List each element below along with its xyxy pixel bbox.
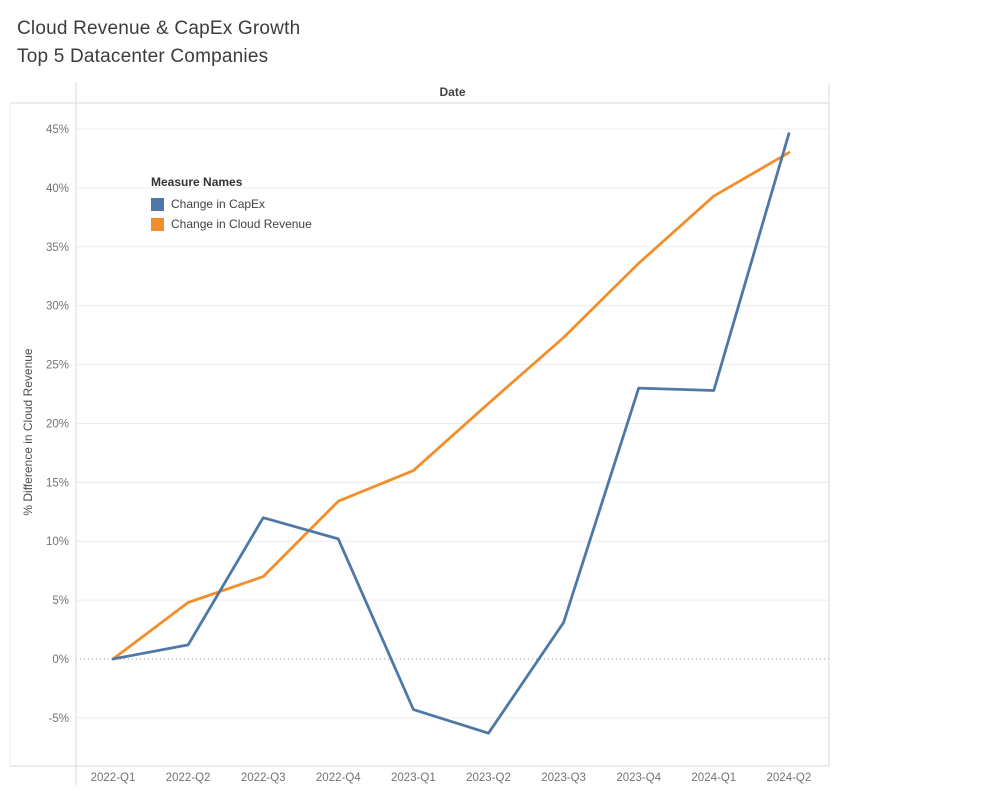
legend-swatch-change-in-capex	[151, 197, 164, 211]
x-tick-label: 2022-Q2	[166, 772, 211, 784]
x-tick-label: 2023-Q1	[391, 772, 436, 784]
series-line-change-in-capex[interactable]	[111, 132, 791, 735]
legend-title: Measure Names	[151, 175, 243, 189]
y-tick-label: 15%	[46, 477, 69, 489]
x-tick-label: 2023-Q2	[466, 772, 511, 784]
y-tick-label: 10%	[46, 536, 69, 548]
y-tick-label: 5%	[52, 595, 69, 607]
y-tick-label: 0%	[52, 654, 69, 666]
legend-item[interactable]: Change in CapEx	[151, 194, 312, 214]
column-header-date: Date	[439, 85, 466, 99]
x-tick-label: 2022-Q1	[91, 772, 136, 784]
chart-title: Cloud Revenue & CapEx Growth	[17, 18, 301, 39]
x-tick-label: 2024-Q1	[691, 772, 736, 784]
legend: Measure Names Change in CapEx Change in C…	[151, 175, 312, 234]
legend-item[interactable]: Change in Cloud Revenue	[151, 214, 312, 234]
legend-label: Change in CapEx	[171, 197, 266, 211]
y-tick-label: 40%	[46, 183, 69, 195]
y-axis-title: % Difference in Cloud Revenue	[21, 348, 35, 516]
x-tick-label: 2023-Q3	[541, 772, 586, 784]
x-tick-label: 2024-Q2	[767, 772, 812, 784]
x-tick-label: 2023-Q4	[616, 772, 661, 784]
y-tick-label: 35%	[46, 242, 69, 254]
y-tick-label: 30%	[46, 301, 69, 313]
x-tick-label: 2022-Q4	[316, 772, 361, 784]
y-tick-label: -5%	[49, 713, 69, 725]
x-tick-label: 2022-Q3	[241, 772, 286, 784]
chart-subtitle: Top 5 Datacenter Companies	[17, 46, 269, 67]
series-line-change-in-cloud-revenue[interactable]	[111, 151, 791, 661]
y-tick-label: 25%	[46, 360, 69, 372]
legend-label: Change in Cloud Revenue	[171, 217, 312, 231]
y-tick-label: 45%	[46, 124, 69, 136]
legend-swatch-change-in-cloud-revenue	[151, 217, 164, 231]
y-tick-label: 20%	[46, 418, 69, 430]
